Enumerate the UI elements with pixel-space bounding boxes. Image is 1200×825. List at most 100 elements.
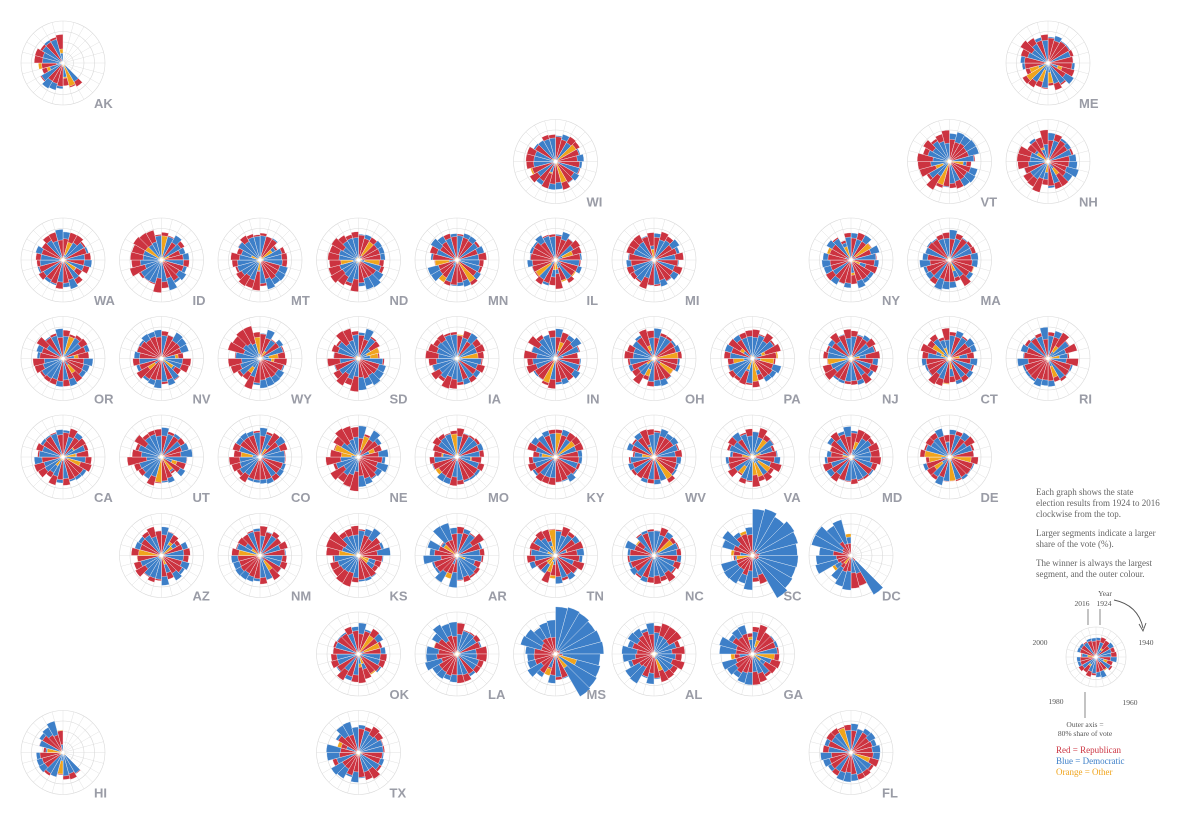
democratic-bar [949, 154, 975, 162]
center-dot [652, 553, 656, 558]
state-label: KS [390, 589, 408, 604]
center-dot [61, 455, 65, 459]
state-label: ME [1079, 96, 1099, 111]
center-dot [947, 258, 952, 262]
state-chart-nm [217, 513, 303, 598]
state-chart-ga [710, 611, 795, 697]
other-bar [1026, 62, 1049, 81]
center-dot [356, 455, 361, 459]
center-dot [553, 455, 558, 459]
democratic-bar [352, 237, 359, 261]
state-chart-tn [513, 513, 598, 598]
state-label: IA [488, 392, 502, 407]
state-label: CO [291, 490, 311, 505]
state-chart-id [119, 217, 204, 303]
center-dot [455, 455, 459, 459]
state-label: MI [685, 293, 699, 308]
democratic-bar [253, 236, 261, 261]
state-chart-ne [316, 414, 401, 500]
state-chart-dc [808, 513, 894, 598]
state-label: NV [193, 392, 211, 407]
state-label: MO [488, 490, 509, 505]
democratic-bar [944, 142, 950, 162]
state-label: NJ [882, 392, 899, 407]
grid-spoke [62, 711, 75, 753]
center-dot [356, 652, 361, 656]
state-label: RI [1079, 392, 1092, 407]
state-chart-ak [20, 20, 106, 106]
center-dot [849, 553, 853, 558]
state-label: AL [685, 687, 702, 702]
state-chart-ca [20, 414, 106, 500]
state-chart-de [907, 414, 992, 500]
state-chart-mt [217, 217, 303, 303]
state-chart-va [710, 414, 795, 500]
democratic-bar [833, 238, 852, 261]
grid-spoke [62, 62, 104, 75]
state-chart-me [1005, 20, 1091, 106]
state-chart-hi [20, 710, 106, 795]
center-dot [652, 455, 656, 459]
center-dot [159, 455, 164, 459]
center-dot [455, 258, 459, 262]
state-label: MT [291, 293, 310, 308]
center-dot [750, 356, 755, 361]
state-chart-il [513, 217, 598, 303]
center-dot [750, 455, 755, 459]
state-chart-nv [119, 316, 204, 401]
state-chart-wi [513, 119, 598, 204]
center-dot [258, 258, 262, 262]
center-dot [652, 356, 656, 361]
center-dot [455, 553, 459, 558]
state-label: GA [784, 687, 804, 702]
state-chart-mn [414, 217, 500, 303]
center-dot [61, 750, 65, 755]
center-dot [1046, 356, 1050, 361]
grid-spoke [850, 525, 881, 556]
state-chart-wa [20, 217, 106, 303]
state-label: AK [94, 96, 113, 111]
center-dot [652, 652, 656, 656]
center-dot [455, 356, 459, 361]
center-dot [258, 455, 262, 459]
state-label: NM [291, 589, 311, 604]
grid-spoke [62, 62, 100, 85]
grid-spoke [850, 534, 888, 556]
state-chart-az [119, 513, 204, 598]
center-dot [61, 258, 65, 262]
center-dot [750, 553, 755, 558]
center-dot [553, 553, 558, 558]
grid-spoke [62, 722, 93, 753]
state-chart-nc [611, 513, 697, 598]
state-label: KY [587, 490, 605, 505]
center-dot [947, 356, 952, 361]
state-chart-mi [611, 217, 697, 303]
state-chart-md [808, 414, 894, 500]
grid-spoke [62, 26, 85, 64]
center-dot [61, 356, 65, 361]
state-chart-ky [513, 414, 598, 500]
state-chart-ma [907, 217, 992, 303]
state-chart-sd [316, 316, 401, 401]
democratic-bar [1043, 144, 1049, 162]
grid-spoke [850, 514, 863, 556]
grid-spoke [62, 731, 100, 753]
state-label: NE [390, 490, 408, 505]
state-label: TN [587, 589, 604, 604]
state-chart-ct [907, 316, 992, 401]
state-label: AR [488, 589, 507, 604]
republican-bar [1047, 161, 1055, 187]
republican-bar [57, 337, 64, 359]
center-dot [1046, 61, 1050, 65]
state-chart-tx [316, 710, 401, 795]
state-label: DE [981, 490, 999, 505]
republican-bar [259, 238, 278, 261]
state-chart-nh [1005, 119, 1091, 204]
center-dot [553, 159, 558, 164]
state-chart-ms [513, 606, 604, 697]
state-label: MA [981, 293, 1002, 308]
grid-spoke [850, 544, 892, 556]
center-dot [849, 258, 853, 262]
state-chart-co [217, 414, 303, 500]
